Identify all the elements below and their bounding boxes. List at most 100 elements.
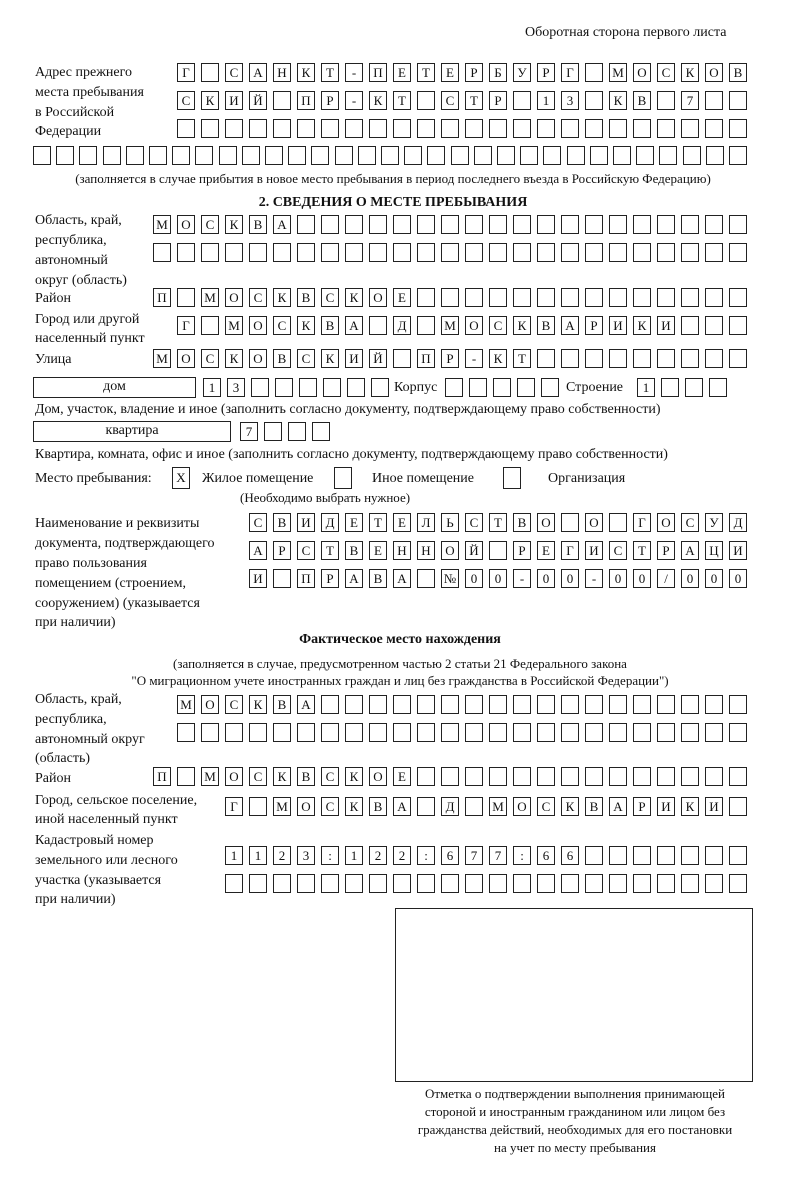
region-cell[interactable] [705,243,723,262]
prev-address-cell[interactable] [657,119,675,138]
actual-city-cell[interactable]: В [369,797,387,816]
cadastral-cell[interactable] [633,846,651,865]
prev-address-cell[interactable] [417,119,435,138]
prev-address-cell[interactable] [334,146,353,165]
prev-address-cell[interactable] [201,119,219,138]
document-cell[interactable]: Л [417,513,435,532]
street-cell[interactable]: В [273,349,291,368]
district-cell[interactable]: С [249,288,267,307]
actual-region-cell[interactable] [513,695,531,714]
document-cell[interactable]: И [585,541,603,560]
document-cell[interactable]: 0 [609,569,627,588]
actual-city-cell[interactable]: Р [633,797,651,816]
stroenie-cell[interactable]: 1 [637,378,655,397]
cadastral-cell[interactable] [681,846,699,865]
actual-city-cell[interactable]: А [393,797,411,816]
prev-address-cell[interactable] [561,119,579,138]
actual-region-cell[interactable] [465,695,483,714]
prev-address-cell[interactable]: К [297,63,315,82]
prev-address-cell[interactable] [729,91,747,110]
prev-address-cell[interactable] [513,119,531,138]
house-number-cell[interactable]: 1 [203,378,221,397]
prev-address-cell[interactable] [33,146,51,165]
actual-city-cell[interactable]: О [513,797,531,816]
city-cell[interactable]: И [657,316,675,335]
cadastral-cell[interactable]: 2 [273,846,291,865]
region-cell[interactable]: А [273,215,291,234]
document-cell[interactable]: В [513,513,531,532]
city-cell[interactable]: М [225,316,243,335]
cadastral-cell[interactable]: 1 [249,846,267,865]
prev-address-cell[interactable]: С [441,91,459,110]
actual-city-cell[interactable]: Г [225,797,243,816]
cadastral-cell[interactable]: 7 [489,846,507,865]
actual-district-cell[interactable]: О [369,767,387,786]
document-cell[interactable]: № [441,569,459,588]
region-cell[interactable] [177,243,195,262]
actual-region-cell[interactable] [561,695,579,714]
prev-address-cell[interactable] [681,119,699,138]
region-cell[interactable] [369,215,387,234]
prev-address-cell[interactable] [520,146,539,165]
prev-address-cell[interactable] [427,146,446,165]
region-cell[interactable] [465,243,483,262]
prev-address-cell[interactable] [177,119,195,138]
city-cell[interactable]: М [441,316,459,335]
prev-address-cell[interactable]: Т [393,91,411,110]
district-cell[interactable]: К [273,288,291,307]
cadastral-cell[interactable] [729,846,747,865]
cadastral-cell[interactable] [657,846,675,865]
district-cell[interactable]: О [369,288,387,307]
region-cell[interactable] [657,215,675,234]
actual-region-cell[interactable] [321,723,339,742]
city-cell[interactable]: К [297,316,315,335]
region-cell[interactable] [369,243,387,262]
city-cell[interactable]: С [489,316,507,335]
actual-region-cell[interactable] [609,723,627,742]
region-cell[interactable] [273,243,291,262]
cadastral-cell[interactable] [393,874,411,893]
document-cell[interactable]: 0 [465,569,483,588]
actual-region-cell[interactable] [657,723,675,742]
prev-address-cell[interactable]: К [681,63,699,82]
street-cell[interactable] [393,349,411,368]
actual-city-cell[interactable] [729,797,747,816]
document-cell[interactable]: Т [321,541,339,560]
actual-district-cell[interactable]: К [273,767,291,786]
cadastral-cell[interactable]: 6 [561,846,579,865]
region-cell[interactable] [297,243,315,262]
cadastral-cell[interactable] [369,874,387,893]
cadastral-cell[interactable]: 1 [225,846,243,865]
region-cell[interactable] [633,215,651,234]
stay-place-checkbox-organization[interactable] [503,467,521,489]
actual-region-cell[interactable] [489,723,507,742]
prev-address-cell[interactable] [585,91,603,110]
prev-address-cell[interactable]: Т [465,91,483,110]
prev-address-cell[interactable] [273,119,291,138]
region-cell[interactable] [705,215,723,234]
prev-address-cell[interactable]: Й [249,91,267,110]
korpus-cell[interactable] [445,378,463,397]
house-number-cell[interactable] [251,378,269,397]
document-cell[interactable]: Ь [441,513,459,532]
cadastral-cell[interactable]: 3 [297,846,315,865]
city-cell[interactable] [369,316,387,335]
region-cell[interactable] [417,243,435,262]
actual-region-cell[interactable] [609,695,627,714]
city-cell[interactable] [681,316,699,335]
actual-region-cell[interactable] [297,723,315,742]
prev-address-cell[interactable] [613,146,631,165]
cadastral-cell[interactable]: 2 [393,846,411,865]
document-cell[interactable]: - [585,569,603,588]
region-cell[interactable] [321,215,339,234]
region-cell[interactable] [441,243,459,262]
cadastral-cell[interactable] [249,874,267,893]
district-cell[interactable] [513,288,531,307]
prev-address-cell[interactable] [566,146,585,165]
region-cell[interactable] [585,215,603,234]
document-cell[interactable]: О [585,513,603,532]
document-cell[interactable]: О [657,513,675,532]
prev-address-cell[interactable]: - [345,63,363,82]
street-cell[interactable] [729,349,747,368]
region-cell[interactable] [729,215,747,234]
